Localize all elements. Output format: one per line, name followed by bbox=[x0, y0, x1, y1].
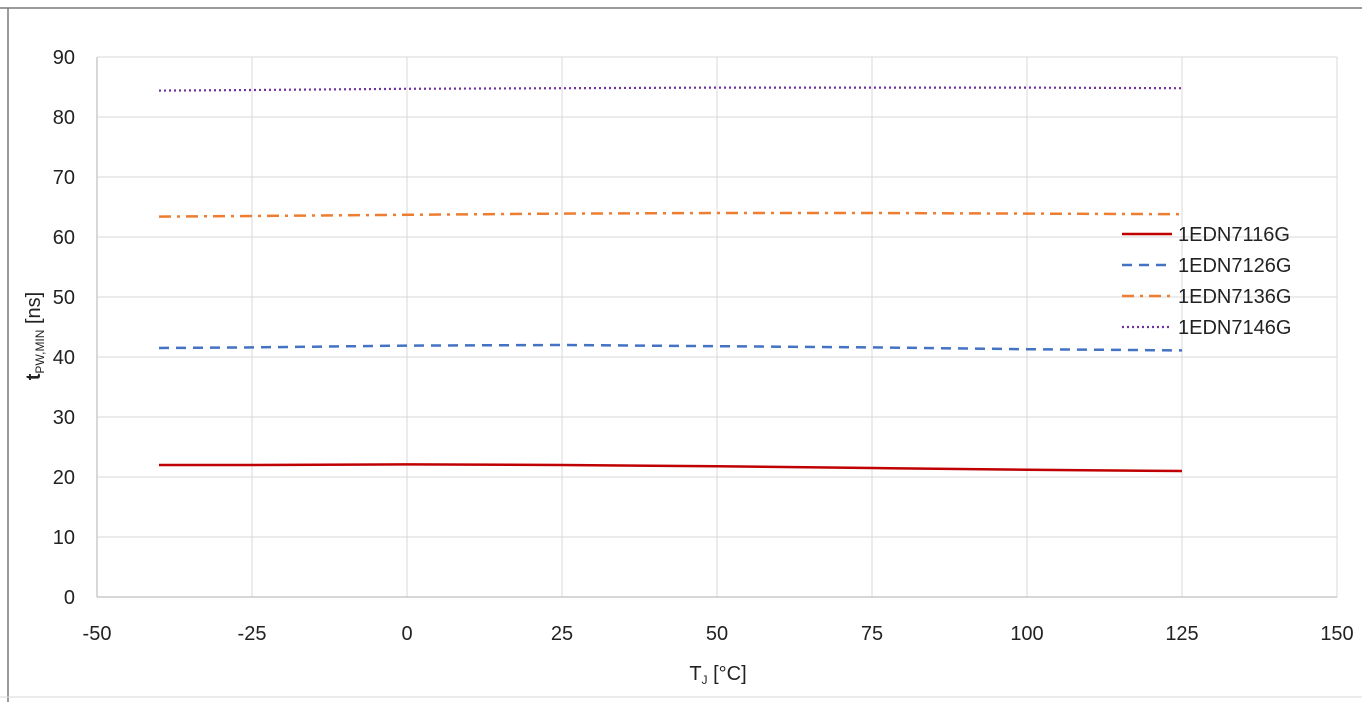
grid bbox=[96, 56, 1338, 598]
y-tick-label: 0 bbox=[64, 587, 75, 609]
y-axis-label: tPW,MIN [ns] bbox=[23, 292, 47, 380]
y-tick-label: 20 bbox=[53, 467, 75, 489]
x-tick-label: 50 bbox=[706, 623, 728, 645]
x-tick-label: 75 bbox=[861, 623, 883, 645]
x-tick-label: 150 bbox=[1320, 623, 1353, 645]
series-line-1edn7116g bbox=[159, 463, 1183, 473]
y-tick-label: 40 bbox=[53, 347, 75, 369]
x-axis-label: TJ [°C] bbox=[689, 663, 746, 687]
legend-label: 1EDN7116G bbox=[1178, 224, 1290, 246]
legend-label: 1EDN7126G bbox=[1178, 255, 1291, 277]
y-tick-label: 70 bbox=[53, 167, 75, 189]
x-tick-label: 25 bbox=[551, 623, 573, 645]
y-tick-label: 80 bbox=[53, 107, 75, 129]
legend: 1EDN7116G 1EDN7126G 1EDN7136G 1EDN7146G bbox=[1122, 224, 1291, 339]
y-tick-label: 90 bbox=[53, 47, 75, 69]
series-line-1edn7126g bbox=[158, 343, 1183, 352]
legend-label: 1EDN7136G bbox=[1178, 286, 1291, 308]
series-line-1edn7146g bbox=[158, 86, 1183, 92]
x-tick-label: 0 bbox=[401, 623, 412, 645]
x-tick-label: 100 bbox=[1010, 623, 1043, 645]
legend-label: 1EDN7146G bbox=[1178, 317, 1291, 339]
y-tick-label: 50 bbox=[53, 287, 75, 309]
x-tick-label: -50 bbox=[83, 623, 112, 645]
y-tick-label: 60 bbox=[53, 227, 75, 249]
series-lines bbox=[158, 86, 1183, 473]
x-tick-label: -25 bbox=[238, 623, 267, 645]
y-tick-label: 10 bbox=[53, 527, 75, 549]
y-tick-label: 30 bbox=[53, 407, 75, 429]
x-tick-label: 125 bbox=[1165, 623, 1198, 645]
series-line-1edn7136g bbox=[158, 211, 1183, 218]
